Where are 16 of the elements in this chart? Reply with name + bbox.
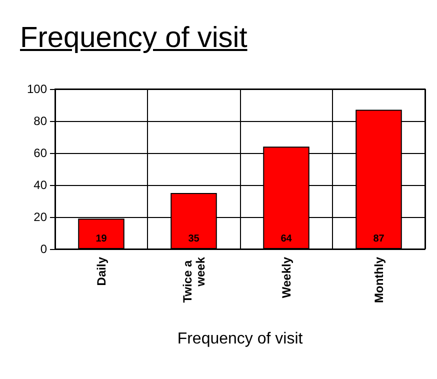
chart-title: Frequency of visit — [20, 22, 248, 55]
y-tick-label: 40 — [34, 178, 48, 192]
y-tick-label: 80 — [34, 114, 48, 128]
x-tick-label: Daily — [94, 256, 108, 286]
y-tick-label: 60 — [34, 146, 48, 160]
data-label: 19 — [96, 234, 108, 244]
data-label: 35 — [188, 234, 200, 244]
y-tick-label: 0 — [40, 242, 48, 256]
x-tick-label: Weekly — [279, 256, 294, 298]
x-tick-label: Twice a week — [180, 256, 208, 303]
y-tick-label: 100 — [26, 82, 48, 96]
x-tick-label: Monthly — [372, 256, 386, 303]
x-axis-title: Frequency of visit — [177, 330, 304, 348]
data-label: 64 — [280, 234, 292, 244]
data-label: 87 — [373, 234, 385, 244]
y-tick-label: 20 — [34, 210, 48, 224]
